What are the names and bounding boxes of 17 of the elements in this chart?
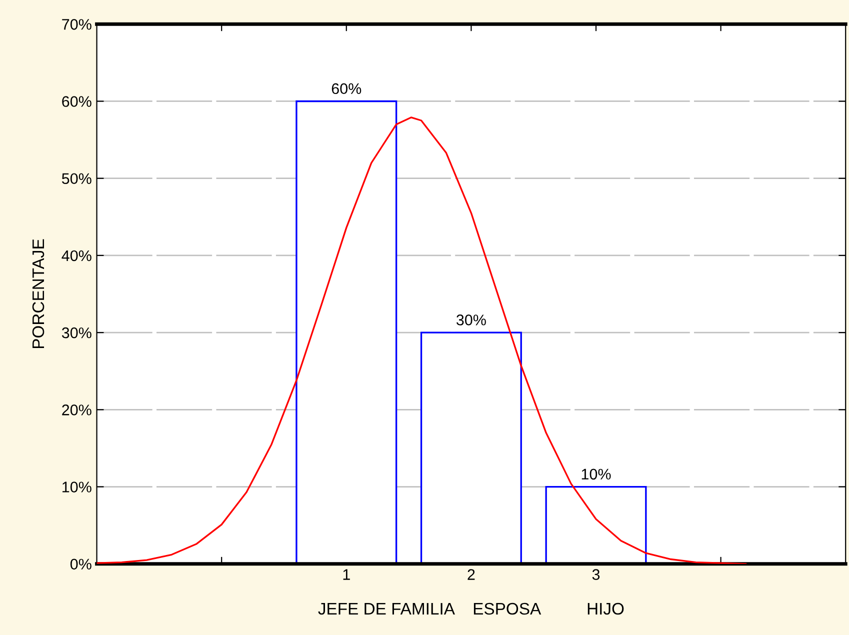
- x-tick-label: 1: [343, 569, 350, 580]
- y-tick-label: 30%: [62, 327, 92, 338]
- y-tick-label: 0%: [70, 558, 92, 570]
- y-tick-label: 40%: [62, 250, 92, 262]
- line-series: [96, 116, 747, 564]
- y-tick-label: 60%: [62, 96, 92, 107]
- data-label: 60%: [332, 83, 362, 94]
- data-label: 30%: [456, 314, 486, 326]
- x-tick-label: 2: [468, 569, 475, 580]
- y-tick-label: 20%: [62, 404, 92, 416]
- y-axis-title: PORCENTAJE: [32, 239, 44, 348]
- y-tick-label: 50%: [62, 173, 92, 184]
- x-axis-title: JEFE DE FAMILIA ESPOSA HIJO: [318, 602, 624, 615]
- y-tick-label: 70%: [62, 19, 92, 30]
- data-label: 10%: [582, 468, 611, 480]
- y-tick-label: 10%: [62, 482, 92, 492]
- x-tick-label: 3: [592, 569, 600, 580]
